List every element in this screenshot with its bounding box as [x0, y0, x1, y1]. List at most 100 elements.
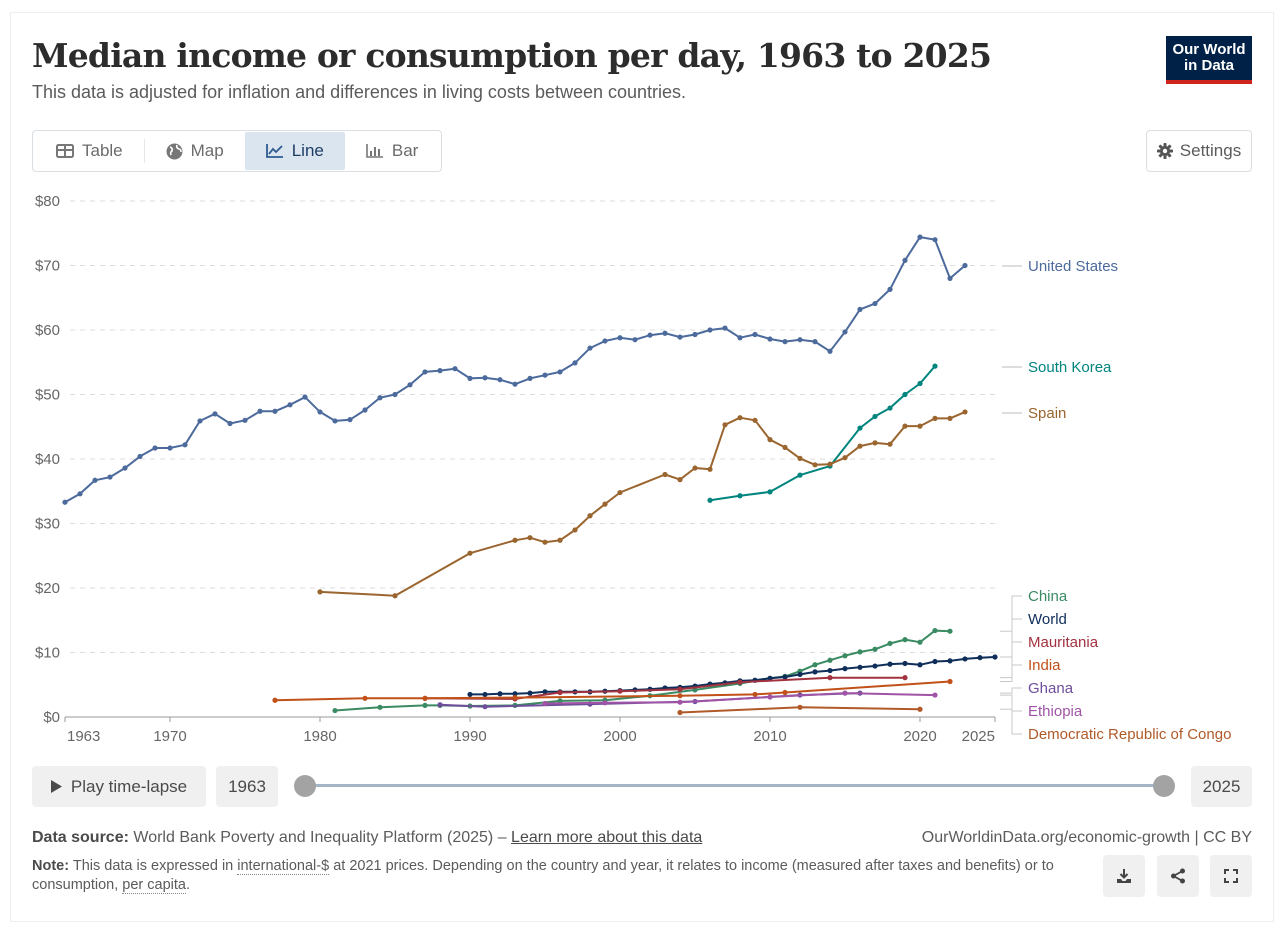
data-point-south-korea[interactable]	[932, 363, 938, 369]
data-point-ethiopia[interactable]	[542, 700, 548, 707]
series-line-south-korea[interactable]	[709, 365, 936, 502]
data-point-china[interactable]	[812, 662, 818, 668]
legend-label-ghana[interactable]: Ghana	[1028, 680, 1074, 697]
data-point-south-korea[interactable]	[737, 493, 743, 499]
data-point-spain[interactable]	[962, 409, 968, 415]
data-point-united-states[interactable]	[767, 336, 773, 342]
data-point-united-states[interactable]	[497, 377, 503, 383]
data-point-united-states[interactable]	[377, 395, 383, 401]
data-point-china[interactable]	[827, 657, 833, 663]
series-line-ethiopia[interactable]	[544, 692, 936, 705]
settings-button[interactable]: Settings	[1146, 130, 1252, 172]
international-dollar-link[interactable]: international-$	[237, 858, 330, 875]
data-point-united-states[interactable]	[182, 442, 188, 448]
data-point-united-states[interactable]	[107, 474, 113, 480]
data-point-south-korea[interactable]	[872, 413, 878, 420]
data-point-united-states[interactable]	[317, 409, 323, 415]
data-point-world[interactable]	[797, 671, 803, 678]
tab-line[interactable]: Line	[244, 132, 345, 170]
data-point-spain[interactable]	[467, 550, 473, 556]
data-point-world[interactable]	[977, 655, 983, 661]
play-timelapse-button[interactable]: Play time-lapse	[32, 766, 206, 807]
data-point-india[interactable]	[782, 689, 788, 696]
data-point-spain[interactable]	[812, 462, 818, 468]
data-point-world[interactable]	[512, 691, 518, 697]
data-point-spain[interactable]	[527, 535, 533, 541]
data-point-spain[interactable]	[587, 513, 593, 519]
data-point-spain[interactable]	[932, 415, 938, 421]
series-line-india[interactable]	[274, 680, 951, 702]
data-point-south-korea[interactable]	[707, 497, 713, 503]
data-point-united-states[interactable]	[197, 418, 203, 424]
legend-label-china[interactable]: China	[1028, 588, 1068, 605]
data-point-spain[interactable]	[512, 537, 518, 543]
data-point-united-states[interactable]	[947, 275, 953, 281]
data-point-china[interactable]	[902, 637, 908, 643]
data-point-south-korea[interactable]	[887, 405, 893, 411]
data-point-united-states[interactable]	[902, 257, 908, 263]
legend-label-spain[interactable]: Spain	[1028, 405, 1066, 422]
data-point-india[interactable]	[947, 678, 953, 685]
data-point-united-states[interactable]	[407, 382, 413, 388]
data-point-united-states[interactable]	[677, 334, 683, 340]
data-point-united-states[interactable]	[62, 499, 68, 505]
data-point-world[interactable]	[827, 667, 833, 674]
data-point-world[interactable]	[902, 660, 908, 667]
data-point-spain[interactable]	[797, 455, 803, 461]
data-point-china[interactable]	[857, 649, 863, 655]
data-point-united-states[interactable]	[437, 368, 443, 374]
data-point-united-states[interactable]	[512, 381, 518, 387]
data-point-united-states[interactable]	[782, 339, 788, 345]
data-point-democratic-republic-of-congo[interactable]	[917, 706, 923, 712]
data-point-united-states[interactable]	[212, 411, 218, 417]
data-point-spain[interactable]	[917, 423, 923, 429]
timeline-slider-track[interactable]	[305, 784, 1165, 787]
data-point-united-states[interactable]	[812, 339, 818, 345]
legend-label-india[interactable]: India	[1028, 657, 1061, 674]
data-point-mauritania[interactable]	[617, 688, 623, 694]
data-point-united-states[interactable]	[737, 335, 743, 341]
data-point-spain[interactable]	[677, 477, 683, 483]
data-point-china[interactable]	[422, 702, 428, 708]
data-point-world[interactable]	[992, 654, 998, 660]
data-point-united-states[interactable]	[392, 391, 398, 398]
data-point-china[interactable]	[332, 707, 338, 714]
data-point-world[interactable]	[842, 666, 848, 672]
data-point-mauritania[interactable]	[827, 675, 833, 681]
data-point-united-states[interactable]	[92, 477, 98, 483]
data-point-united-states[interactable]	[167, 445, 173, 451]
data-point-united-states[interactable]	[752, 331, 758, 338]
data-point-india[interactable]	[362, 695, 368, 701]
data-point-world[interactable]	[812, 669, 818, 675]
data-point-china[interactable]	[377, 704, 383, 710]
data-point-world[interactable]	[962, 656, 968, 662]
data-point-spain[interactable]	[602, 501, 608, 507]
data-point-india[interactable]	[272, 697, 278, 703]
data-point-united-states[interactable]	[122, 465, 128, 471]
data-point-world[interactable]	[872, 663, 878, 669]
data-point-south-korea[interactable]	[797, 472, 803, 478]
data-point-world[interactable]	[482, 691, 488, 698]
data-point-united-states[interactable]	[692, 331, 698, 338]
data-point-united-states[interactable]	[932, 237, 938, 243]
data-point-united-states[interactable]	[962, 262, 968, 269]
data-point-world[interactable]	[497, 691, 503, 697]
data-point-spain[interactable]	[662, 471, 668, 478]
data-point-mauritania[interactable]	[902, 675, 908, 681]
data-point-united-states[interactable]	[482, 375, 488, 381]
start-year-display[interactable]: 1963	[216, 766, 278, 807]
data-point-mauritania[interactable]	[737, 679, 743, 685]
tab-map[interactable]: Map	[145, 132, 245, 170]
data-point-mauritania[interactable]	[557, 689, 563, 696]
learn-more-link[interactable]: Learn more about this data	[511, 829, 703, 846]
data-point-spain[interactable]	[572, 527, 578, 533]
legend-label-world[interactable]: World	[1028, 611, 1067, 628]
data-point-china[interactable]	[887, 640, 893, 647]
data-point-world[interactable]	[947, 658, 953, 664]
data-point-spain[interactable]	[842, 455, 848, 461]
data-point-united-states[interactable]	[77, 491, 83, 497]
data-point-spain[interactable]	[857, 443, 863, 449]
data-point-united-states[interactable]	[722, 325, 728, 331]
data-point-spain[interactable]	[392, 593, 398, 599]
data-point-united-states[interactable]	[227, 420, 233, 427]
